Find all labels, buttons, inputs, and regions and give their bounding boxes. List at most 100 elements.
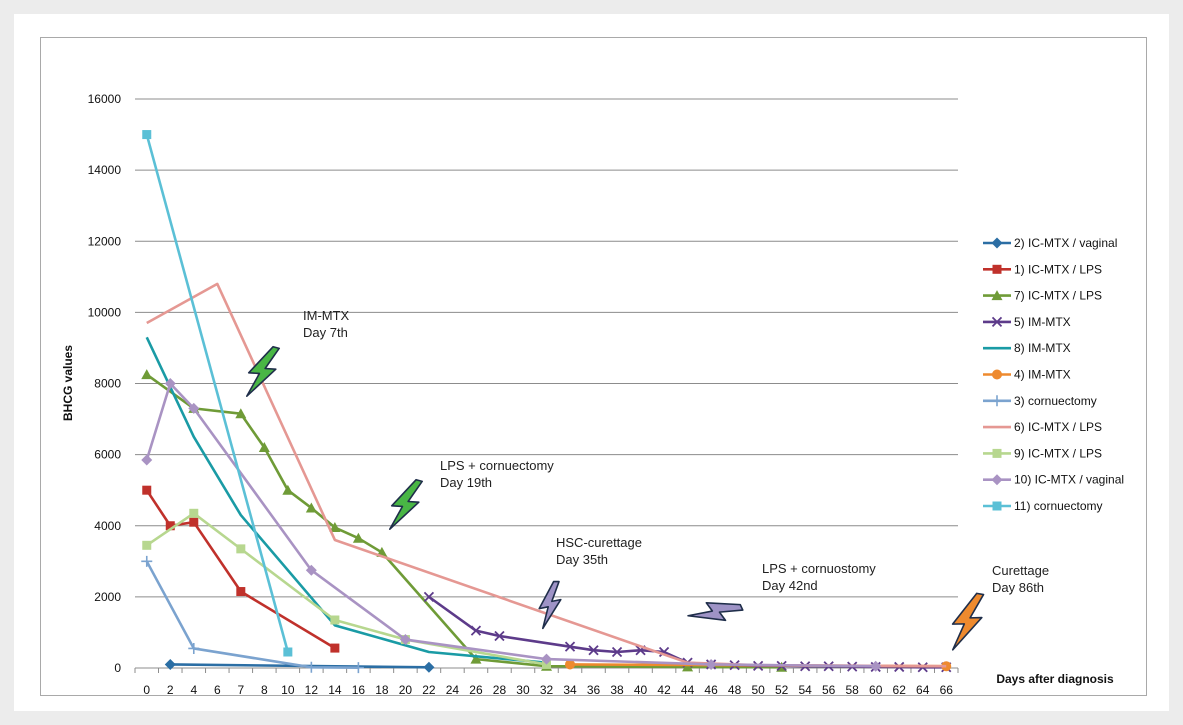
legend-label: 4) IM-MTX: [1014, 368, 1071, 382]
data-point: [588, 645, 599, 656]
x-axis-title: Days after diagnosis: [996, 672, 1114, 686]
legend-swatch-marker: [992, 369, 1002, 380]
legend-label: 10) IC-MTX / vaginal: [1014, 473, 1124, 487]
data-point: [164, 658, 176, 670]
annotation-label: Day 42nd: [762, 578, 818, 593]
data-point: [565, 659, 576, 670]
x-tick-label: 18: [375, 683, 389, 697]
data-point: [258, 442, 270, 453]
x-tick-label: 22: [422, 683, 436, 697]
x-tick-label: 48: [728, 683, 742, 697]
y-tick-label: 14000: [88, 163, 122, 177]
data-point: [494, 630, 505, 642]
x-tick-label: 10: [281, 683, 295, 697]
legend-label: 3) cornuectomy: [1014, 394, 1097, 408]
data-point: [305, 661, 317, 673]
lightning-bolt-icon: [951, 592, 985, 651]
legend-entry: 1) IC-MTX / LPS: [983, 262, 1102, 276]
data-point: [165, 521, 175, 531]
x-tick-label: 28: [493, 683, 507, 697]
data-point: [330, 615, 340, 625]
series-line: [146, 512, 547, 666]
legend-label: 11) cornuectomy: [1014, 499, 1102, 513]
data-point: [188, 402, 200, 414]
chart-border: [40, 37, 1147, 696]
x-tick-label: 2: [167, 683, 174, 697]
data-point: [305, 502, 317, 513]
data-point: [564, 641, 576, 652]
legend-swatch-marker: [991, 290, 1003, 301]
x-tick-label: 8: [261, 683, 268, 697]
data-point: [141, 555, 153, 567]
data-point: [235, 408, 247, 419]
data-point: [142, 485, 152, 495]
series-10: [141, 378, 882, 672]
data-point: [236, 544, 246, 554]
x-tick-label: 60: [869, 683, 883, 697]
y-tick-label: 6000: [94, 448, 121, 462]
data-point: [352, 532, 364, 543]
data-point: [611, 646, 623, 658]
x-tick-label: 14: [328, 683, 342, 697]
data-point: [305, 564, 317, 576]
x-tick-label: 62: [893, 683, 907, 697]
legend-swatch-marker: [991, 395, 1003, 407]
x-tick-label: 64: [916, 683, 930, 697]
legend-label: 9) IC-MTX / LPS: [1014, 446, 1102, 460]
x-tick-label: 50: [751, 683, 765, 697]
lightning-bolt-icon: [389, 478, 424, 530]
data-point: [423, 661, 435, 673]
legend-swatch-marker: [992, 448, 1002, 458]
y-tick-label: 4000: [94, 519, 121, 533]
annotation-label: Day 19th: [440, 475, 492, 490]
lightning-bolt-icon: [687, 602, 744, 622]
x-tick-label: 16: [352, 683, 366, 697]
data-point: [141, 454, 153, 466]
data-point: [329, 522, 341, 533]
legend-entry: 5) IM-MTX: [983, 315, 1071, 329]
y-tick-label: 2000: [94, 590, 121, 604]
legend-entry: 10) IC-MTX / vaginal: [983, 473, 1124, 487]
y-tick-label: 0: [114, 661, 121, 675]
x-tick-label: 56: [822, 683, 836, 697]
x-tick-label: 20: [399, 683, 413, 697]
legend-swatch-marker: [991, 316, 1003, 328]
x-tick-label: 38: [610, 683, 624, 697]
legend-swatch-marker: [991, 474, 1003, 486]
x-tick-label: 40: [634, 683, 648, 697]
legend-entry: 2) IC-MTX / vaginal: [983, 236, 1117, 250]
data-point: [188, 642, 200, 654]
data-point: [164, 378, 176, 389]
x-tick-label: 26: [469, 683, 483, 697]
data-point: [282, 484, 294, 495]
x-tick-label: 36: [587, 683, 601, 697]
annotation-label: HSC-curettage: [556, 535, 642, 550]
annotation-label: Day 86th: [992, 580, 1044, 595]
data-point: [682, 661, 694, 672]
legend-entry: 4) IM-MTX: [983, 368, 1071, 382]
data-point: [141, 369, 153, 380]
x-tick-label: 30: [516, 683, 530, 697]
annotation-label: Day 7th: [303, 325, 348, 340]
data-point: [423, 591, 435, 603]
legend-label: 6) IC-MTX / LPS: [1014, 420, 1102, 434]
x-tick-label: 24: [446, 683, 460, 697]
annotation-label: LPS + cornuostomy: [762, 561, 876, 576]
data-point: [189, 517, 199, 527]
series-line: [145, 382, 876, 668]
x-tick-label: 52: [775, 683, 789, 697]
y-tick-label: 16000: [88, 92, 122, 106]
series-line: [145, 560, 359, 669]
data-point: [236, 587, 246, 597]
series-line: [146, 282, 947, 668]
x-tick-label: 32: [540, 683, 554, 697]
lightning-bolt-icon: [246, 345, 281, 397]
series-8: [146, 282, 947, 668]
x-tick-label: 4: [190, 683, 197, 697]
legend-entry: 3) cornuectomy: [983, 394, 1097, 408]
annotation-label: LPS + cornuectomy: [440, 458, 554, 473]
x-tick-label: 12: [305, 683, 319, 697]
data-point: [541, 653, 552, 665]
annotation-label: IM-MTX: [303, 308, 350, 323]
